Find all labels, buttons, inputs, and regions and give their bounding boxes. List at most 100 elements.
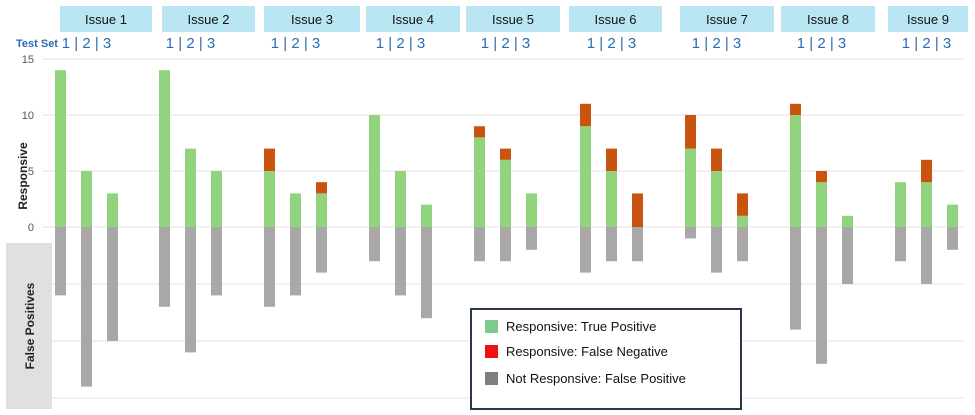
bar-true-positive	[55, 70, 66, 227]
issue-header-layer: Issue 1 1 | 2 | 3 Issue 2 1 | 2 | 3 Issue 3 1…	[60, 6, 968, 52]
issue-label: Issue 5	[492, 12, 534, 27]
test-set-numbers: 1 | 2 | 3	[692, 35, 742, 52]
bar-true-positive	[842, 215, 853, 227]
bar-true-positive	[685, 148, 696, 227]
bar-true-positive	[316, 193, 327, 227]
bar-false-negative	[921, 159, 932, 183]
bar-false-positive	[711, 227, 722, 273]
bar-true-positive	[816, 182, 827, 227]
legend-label-false-positive: Not Responsive: False Positive	[506, 371, 686, 386]
bar-false-positive	[290, 227, 301, 296]
issue-label: Issue 6	[595, 12, 637, 27]
bar-false-positive	[526, 227, 537, 250]
bar-true-positive	[211, 171, 222, 227]
issue-header-box	[569, 6, 662, 32]
bar-false-negative	[316, 182, 327, 194]
bar-true-positive	[290, 193, 301, 227]
bar-false-negative	[474, 126, 485, 138]
bar-false-positive	[737, 227, 748, 262]
issue-header-box	[781, 6, 875, 32]
legend-swatch-false-positive	[485, 372, 498, 385]
bar-false-negative	[711, 148, 722, 171]
issue-label: Issue 9	[907, 12, 949, 27]
issue-label: Issue 4	[392, 12, 434, 27]
bar-false-positive	[921, 227, 932, 284]
y-tick-label: 10	[22, 110, 34, 122]
bar-true-positive	[500, 159, 511, 227]
bar-false-negative	[500, 148, 511, 160]
bar-true-positive	[395, 171, 406, 227]
bar-true-positive	[159, 70, 170, 227]
bar-true-positive	[737, 215, 748, 227]
bar-false-positive	[947, 227, 958, 250]
test-set-numbers: 1 | 2 | 3	[62, 35, 112, 52]
y-axis-title-false-positives: False Positives	[23, 282, 37, 369]
bar-true-positive	[711, 171, 722, 227]
test-set-label: Test Set	[16, 38, 58, 50]
bar-false-negative	[264, 148, 275, 171]
y-tick-label: 5	[28, 166, 34, 178]
bar-true-positive	[580, 126, 591, 227]
bar-false-positive	[790, 227, 801, 330]
bar-true-positive	[526, 193, 537, 227]
false-positive-label-box	[6, 243, 52, 409]
bar-layer	[55, 70, 958, 387]
bar-false-negative	[632, 193, 643, 227]
bar-false-positive	[55, 227, 66, 296]
issue-header-box	[60, 6, 152, 32]
bar-false-positive	[316, 227, 327, 273]
test-set-numbers: 1 | 2 | 3	[797, 35, 847, 52]
bar-true-positive	[895, 182, 906, 227]
test-set-numbers: 1 | 2 | 3	[902, 35, 952, 52]
bar-true-positive	[185, 148, 196, 227]
issue-label: Issue 8	[807, 12, 849, 27]
bar-false-positive	[185, 227, 196, 353]
issue-header-box	[466, 6, 560, 32]
issue-label: Issue 2	[188, 12, 230, 27]
bar-false-positive	[500, 227, 511, 262]
test-set-numbers: 1 | 2 | 3	[376, 35, 426, 52]
issue-header-box	[888, 6, 968, 32]
bar-false-negative	[606, 148, 617, 171]
bar-true-positive	[947, 204, 958, 227]
bar-false-negative	[685, 115, 696, 149]
bar-false-positive	[107, 227, 118, 341]
bar-false-positive	[685, 227, 696, 239]
issue-header-box	[264, 6, 360, 32]
legend-swatch-false-negative	[485, 345, 498, 358]
bar-false-positive	[369, 227, 380, 262]
legend-swatch-true-positive	[485, 320, 498, 333]
bar-false-negative	[737, 193, 748, 216]
bar-false-positive	[81, 227, 92, 387]
y-tick-label: 15	[22, 54, 34, 66]
issue-header-box	[680, 6, 774, 32]
bar-false-negative	[790, 103, 801, 115]
legend: Responsive: True Positive Responsive: Fa…	[470, 308, 742, 410]
issue-label: Issue 7	[706, 12, 748, 27]
bar-false-positive	[606, 227, 617, 262]
test-set-numbers: 1 | 2 | 3	[166, 35, 216, 52]
test-set-numbers: 1 | 2 | 3	[271, 35, 321, 52]
bar-false-positive	[211, 227, 222, 296]
bar-false-positive	[159, 227, 170, 307]
bar-false-negative	[580, 103, 591, 127]
bar-true-positive	[474, 137, 485, 227]
test-set-numbers: 1 | 2 | 3	[587, 35, 637, 52]
bar-true-positive	[790, 115, 801, 227]
bar-true-positive	[606, 171, 617, 227]
y-tick-label: 0	[28, 222, 34, 234]
issue-header-box	[162, 6, 255, 32]
bar-false-positive	[816, 227, 827, 364]
y-axis-title-responsive: Responsive	[16, 142, 30, 210]
issue-label: Issue 3	[291, 12, 333, 27]
bar-true-positive	[264, 171, 275, 227]
bar-true-positive	[81, 171, 92, 227]
bar-false-positive	[632, 227, 643, 262]
issue-header-box	[366, 6, 460, 32]
bar-false-positive	[895, 227, 906, 262]
bar-false-positive	[421, 227, 432, 319]
bar-false-positive	[474, 227, 485, 262]
bar-true-positive	[369, 115, 380, 227]
bar-true-positive	[921, 182, 932, 227]
